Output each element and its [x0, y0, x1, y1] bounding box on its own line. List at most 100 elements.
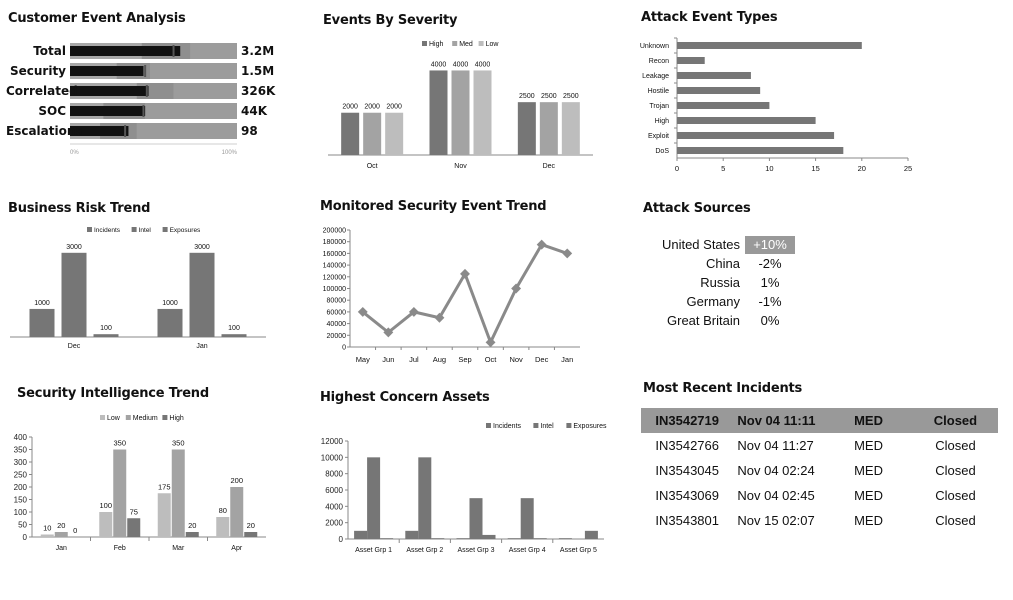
bar-exposures-asset-grp-2 — [431, 538, 445, 539]
y-tick-label: 0 — [23, 533, 28, 542]
x-tick-label: Dec — [535, 355, 549, 364]
legend-swatch — [533, 423, 539, 428]
data-label: 2500 — [541, 93, 557, 100]
data-point-may — [357, 306, 368, 317]
y-tick-label: 400 — [14, 433, 28, 442]
legend-swatch — [131, 227, 137, 232]
data-label: 80 — [219, 506, 227, 515]
data-label: 100 — [228, 325, 240, 332]
bar-med-oct — [363, 112, 382, 155]
y-tick-label: 300 — [14, 458, 28, 467]
attack-source-change: +10% — [745, 236, 795, 254]
incident-id: IN3542766 — [655, 438, 719, 453]
data-label: 20 — [57, 521, 65, 530]
y-tick-label: Unknown — [640, 43, 669, 50]
incident-row: IN3542719 Nov 04 11:11 MED Closed — [641, 408, 998, 433]
y-tick-label: Hostile — [648, 88, 670, 95]
bullet-bar-soc — [70, 106, 146, 116]
data-label: 10 — [43, 524, 51, 533]
legend-entry-high: High — [429, 41, 444, 48]
x-tick-label: Oct — [367, 163, 378, 170]
y-tick-label: 4000 — [325, 502, 343, 511]
title-monitored-security-event-trend: Monitored Security Event Trend — [320, 199, 547, 214]
y-tick-label: 200000 — [323, 228, 346, 235]
incident-id: IN3542719 — [641, 408, 734, 433]
legend-swatch — [566, 423, 572, 428]
attack-source-change: -1% — [758, 294, 782, 309]
data-point-nov — [511, 283, 522, 294]
bullet-band — [150, 63, 237, 79]
bar-exposures-asset-grp-1 — [380, 538, 394, 539]
data-label: 3000 — [66, 244, 82, 251]
legend-swatch — [162, 227, 168, 232]
x-tick-label: Dec — [68, 343, 81, 350]
legend-entry-medium: Medium — [133, 415, 158, 422]
bar-incidents-asset-grp-3 — [456, 538, 470, 539]
x-tick-label: Asset Grp 1 — [355, 547, 392, 554]
bullet-target — [172, 45, 175, 57]
incident-severity: MED — [854, 438, 883, 453]
attack-source-country: Russia — [700, 275, 740, 290]
x-tick-label: Asset Grp 5 — [560, 547, 597, 554]
y-tick-label: 2000 — [325, 519, 343, 528]
bar-exposures-asset-grp-3 — [482, 534, 496, 539]
data-label: 1000 — [34, 300, 50, 307]
bar-high-mar — [185, 532, 199, 537]
incident-id: IN3543045 — [655, 463, 719, 478]
bullet-bar-correlated — [70, 86, 149, 96]
title-events-by-severity: Events By Severity — [323, 13, 458, 28]
bar-med-dec — [539, 102, 558, 155]
data-label: 100 — [100, 325, 112, 332]
bar-med-nov — [451, 70, 470, 155]
bar-incidents-dec — [29, 308, 55, 337]
x-tick-label: 10 — [765, 164, 773, 173]
title-highest-concern-assets: Highest Concern Assets — [320, 390, 490, 405]
bar-exposures-asset-grp-5 — [584, 530, 598, 539]
bullet-bar-total — [70, 46, 181, 56]
bar-incidents-asset-grp-2 — [405, 530, 419, 539]
bar-high-oct — [341, 112, 360, 155]
bar-incidents-asset-grp-5 — [558, 538, 572, 539]
incident-time: Nov 04 02:45 — [737, 488, 815, 503]
data-label: 2000 — [364, 104, 380, 111]
y-tick-label: 250 — [14, 471, 28, 480]
bullet-tick-label: 0% — [70, 150, 79, 156]
data-label: 4000 — [431, 61, 447, 68]
data-label: 100 — [99, 501, 112, 510]
x-tick-label: Jul — [409, 355, 419, 364]
x-tick-label: Aug — [433, 355, 446, 364]
title-customer-event-analysis: Customer Event Analysis — [8, 11, 186, 26]
attack-source-country: China — [706, 256, 740, 271]
legend-swatch — [422, 41, 427, 46]
x-tick-label: Nov — [454, 163, 467, 170]
bar-hostile — [677, 87, 761, 94]
title-attack-sources: Attack Sources — [643, 201, 751, 216]
y-tick-label: 350 — [14, 446, 28, 455]
incident-row: IN3542766 Nov 04 11:27 MED Closed — [641, 433, 998, 458]
y-tick-label: Trojan — [649, 103, 669, 110]
y-tick-label: 180000 — [323, 239, 346, 246]
incident-severity: MED — [854, 513, 883, 528]
data-label: 175 — [158, 482, 171, 491]
data-point-jul — [408, 306, 419, 317]
incident-time: Nov 04 11:11 — [733, 408, 825, 433]
data-label: 2500 — [563, 93, 579, 100]
incident-row: IN3543045 Nov 04 02:24 MED Closed — [641, 458, 998, 483]
bar-dos — [677, 147, 844, 154]
data-label: 2000 — [386, 104, 402, 111]
y-tick-label: 60000 — [327, 309, 347, 316]
y-tick-label: 10000 — [321, 453, 344, 462]
data-label: 3000 — [194, 244, 210, 251]
y-tick-label: 140000 — [323, 263, 346, 270]
y-tick-label: 20000 — [327, 333, 347, 340]
data-point-dec — [536, 239, 547, 250]
data-point-oct — [485, 337, 496, 348]
x-tick-label: May — [356, 355, 370, 364]
bar-high-dec — [517, 102, 536, 155]
bar-medium-apr — [230, 487, 244, 537]
bar-leakage — [677, 72, 751, 79]
legend-entry-incidents: Incidents — [493, 423, 522, 430]
